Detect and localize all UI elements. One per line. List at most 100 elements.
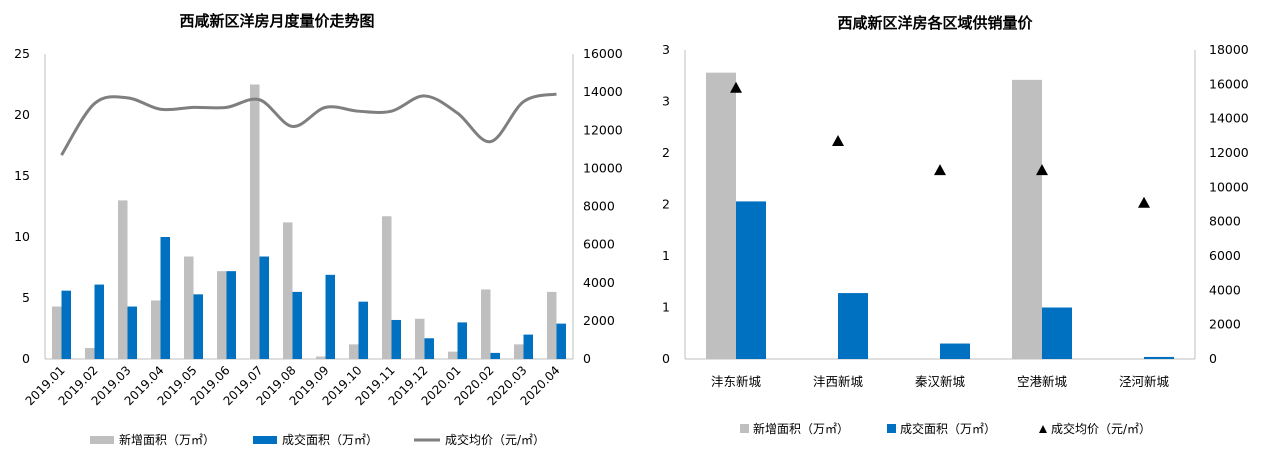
chart2-price-marker [730, 81, 742, 93]
chart2-left-tick: 2 [662, 197, 670, 212]
chart2-right-tick: 6000 [1209, 248, 1241, 263]
chart2-bar-deal-area [1042, 307, 1072, 359]
chart1-right-tick: 16000 [583, 46, 623, 61]
chart1-bar-deal-area [457, 322, 467, 359]
chart1-left-tick: 5 [22, 290, 30, 305]
chart1-bar-deal-area [127, 306, 137, 359]
chart1-bar-deal-area [292, 291, 302, 359]
chart1-right-tick: 4000 [583, 275, 615, 290]
chart1-bar-new-area [217, 271, 227, 359]
chart2-bar-deal-area [838, 293, 868, 359]
chart1-bar-new-area [283, 222, 293, 359]
chart1-right-tick: 10000 [583, 160, 623, 175]
chart2-x-tick: 秦汉新城 [915, 374, 966, 389]
district-volume-price-chart: 西咸新区洋房各区域供销量价 0 1 1 2 2 3 3 0 2000 4000 6000 8000 10… [662, 14, 1249, 436]
chart1-right-tick: 12000 [583, 122, 623, 137]
chart1-left-tick: 20 [14, 107, 30, 122]
chart2-right-tick: 14000 [1209, 111, 1249, 126]
chart1-bar-deal-area [325, 274, 335, 359]
chart2-title: 西咸新区洋房各区域供销量价 [837, 14, 1033, 32]
chart1-left-tick: 10 [14, 229, 30, 244]
chart2-x-tick: 沣东新城 [711, 374, 762, 389]
chart2-ticks: 0 1 1 2 2 3 3 0 2000 4000 6000 8000 10000 12000 14000 1… [662, 42, 1249, 389]
chart2-right-tick: 2000 [1209, 317, 1241, 332]
chart2-price-marker [934, 164, 946, 176]
chart2-price-marker [1138, 196, 1150, 208]
chart1-bar-new-area [547, 291, 557, 359]
chart2-bar-deal-area [736, 201, 766, 359]
chart2-left-tick: 3 [662, 94, 670, 109]
chart1-bar-new-area [349, 344, 359, 359]
chart1-price-line-path [60, 92, 557, 156]
chart2-right-tick: 8000 [1209, 214, 1241, 229]
chart1-bar-new-area [52, 306, 62, 359]
chart2-left-tick: 2 [662, 145, 670, 160]
chart1-bar-deal-area [259, 256, 269, 359]
chart1-left-tick: 0 [22, 351, 30, 366]
chart2-x-tick: 空港新城 [1017, 374, 1068, 389]
chart1-bar-deal-area [556, 323, 566, 359]
chart1-bar-new-area [481, 289, 491, 359]
chart2-bar-deal-area [1144, 356, 1174, 359]
chart2-left-tick: 0 [662, 351, 670, 366]
chart1-bar-new-area [85, 348, 95, 359]
chart2-bar-deal-area [940, 343, 970, 359]
chart1-bar-new-area [514, 344, 524, 359]
chart1-left-tick: 25 [14, 46, 30, 61]
chart1-bar-new-area [316, 356, 326, 359]
chart1-bar-new-area [151, 300, 161, 359]
chart1-bar-new-area [250, 84, 260, 359]
chart1-right-tick: 6000 [583, 237, 615, 252]
chart2-left-tick: 3 [662, 42, 670, 57]
chart2-right-tick: 18000 [1209, 42, 1249, 57]
monthly-volume-price-chart: 西咸新区洋房月度量价走势图 0 5 10 15 20 25 0 2000 4000 6000 800… [14, 12, 623, 447]
chart2-right-tick: 0 [1209, 351, 1217, 366]
chart1-bars [52, 84, 566, 359]
chart1-bar-deal-area [193, 294, 203, 359]
legend-label-price: 成交均价（元/㎡） [445, 432, 545, 447]
chart1-bar-new-area [415, 318, 425, 359]
chart1-bar-deal-area [226, 271, 236, 359]
legend-swatch-new-area [90, 436, 114, 444]
chart1-left-tick: 15 [14, 168, 30, 183]
chart2-right-tick: 16000 [1209, 76, 1249, 91]
chart1-bar-deal-area [94, 284, 104, 359]
chart2-bar-new-area [1012, 79, 1042, 360]
chart1-bar-deal-area [391, 319, 401, 359]
legend-swatch-deal-area [253, 436, 277, 444]
chart1-bar-deal-area [358, 301, 368, 359]
legend-swatch-new-area [740, 424, 749, 433]
chart1-right-tick: 8000 [583, 199, 615, 214]
chart1-bar-deal-area [523, 334, 533, 359]
chart2-bars [706, 72, 1174, 360]
legend-label-price: 成交均价（元/㎡） [1051, 421, 1151, 436]
chart1-title: 西咸新区洋房月度量价走势图 [179, 12, 374, 30]
legend-label-deal-area: 成交面积（万㎡） [900, 421, 996, 436]
chart2-x-tick: 沣西新城 [813, 374, 864, 389]
chart1-bar-deal-area [424, 338, 434, 359]
chart2-right-tick: 4000 [1209, 282, 1241, 297]
chart2-price-markers [730, 81, 1150, 208]
chart2-left-tick: 1 [662, 300, 670, 315]
chart1-bar-new-area [118, 200, 128, 359]
legend-label-new-area: 新增面积（万㎡） [119, 432, 215, 447]
chart1-right-tick: 0 [583, 351, 591, 366]
chart2-x-tick: 泾河新城 [1119, 374, 1170, 389]
chart1-bar-deal-area [160, 237, 170, 359]
chart2-legend: 新增面积（万㎡） 成交面积（万㎡） 成交均价（元/㎡） [740, 421, 1151, 436]
legend-label-new-area: 新增面积（万㎡） [753, 421, 849, 436]
legend-swatch-price-triangle [1039, 425, 1047, 433]
chart1-bar-new-area [448, 351, 458, 359]
chart1-legend: 新增面积（万㎡） 成交面积（万㎡） 成交均价（元/㎡） [90, 432, 545, 447]
chart1-bar-new-area [382, 216, 392, 359]
chart1-right-tick: 14000 [583, 84, 623, 99]
chart2-left-tick: 1 [662, 248, 670, 263]
chart2-right-tick: 12000 [1209, 145, 1249, 160]
chart1-bar-new-area [184, 256, 194, 359]
chart1-price-line [60, 92, 557, 156]
chart2-bar-new-area [706, 72, 736, 359]
chart1-bar-deal-area [490, 352, 500, 359]
chart2-price-marker [832, 134, 844, 146]
chart2-right-tick: 10000 [1209, 179, 1249, 194]
